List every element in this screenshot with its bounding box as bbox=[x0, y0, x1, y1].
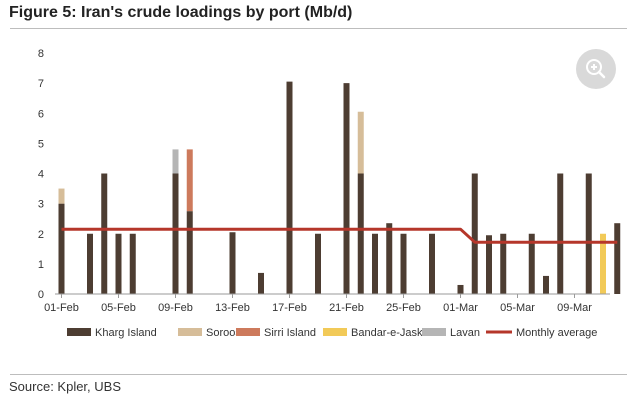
monthly-average-line bbox=[61, 227, 618, 244]
average-line bbox=[61, 227, 618, 244]
x-tick-label: 05-Mar bbox=[500, 302, 535, 314]
bar-kharg-island bbox=[585, 173, 592, 294]
bar-lavan bbox=[172, 149, 179, 174]
bar-kharg-island bbox=[58, 203, 65, 294]
source-note: Source: Kpler, UBS bbox=[9, 379, 121, 394]
bar-kharg-island bbox=[429, 233, 435, 294]
title-divider bbox=[10, 28, 627, 29]
bar-kharg-island bbox=[400, 233, 407, 294]
x-tick-label: 09-Mar bbox=[557, 302, 592, 314]
legend-label-lavan: Lavan bbox=[450, 327, 480, 339]
bar-kharg-island bbox=[172, 173, 179, 294]
bar-kharg-island bbox=[557, 173, 564, 294]
y-tick-label: 1 bbox=[38, 259, 44, 271]
bar-kharg-island bbox=[258, 272, 264, 294]
legend: Kharg Island Soroosh Sirri Island Bandar-e-… bbox=[67, 327, 597, 339]
x-tick-label: 09-Feb bbox=[158, 302, 193, 314]
y-axis: 0 1 2 3 4 5 6 7 8 bbox=[38, 48, 44, 301]
legend-swatch-soroosh bbox=[178, 328, 202, 336]
bar-kharg-island bbox=[471, 173, 478, 294]
bar-kharg-island bbox=[129, 233, 136, 294]
legend-swatch-kharg-island bbox=[67, 328, 91, 336]
chart: 0 1 2 3 4 5 6 7 8 01-Feb 05-Feb 09-Feb 13-Feb 17-Feb… bbox=[38, 48, 621, 339]
bar-kharg-island bbox=[614, 223, 621, 294]
y-tick-label: 8 bbox=[38, 48, 44, 60]
bar-kharg-island bbox=[315, 233, 321, 294]
zoom-in-icon bbox=[586, 59, 606, 79]
zoom-button[interactable] bbox=[576, 49, 616, 89]
legend-label-sirri-island: Sirri Island bbox=[264, 327, 316, 339]
bar-bandar-e-jask bbox=[600, 233, 606, 294]
bar-kharg-island bbox=[543, 275, 549, 294]
bar-kharg-island bbox=[386, 223, 393, 294]
bar-kharg-island bbox=[457, 284, 464, 294]
source-divider bbox=[10, 374, 627, 375]
bar-kharg-island bbox=[101, 173, 108, 294]
legend-swatch-lavan bbox=[422, 328, 446, 336]
y-tick-label: 7 bbox=[38, 78, 44, 90]
bar-soroosh bbox=[58, 188, 65, 204]
bar-kharg-island bbox=[372, 233, 378, 294]
legend-label-monthly-average: Monthly average bbox=[516, 327, 597, 339]
y-tick-label: 4 bbox=[38, 169, 44, 181]
bar-kharg-island bbox=[87, 233, 93, 294]
page-title: Figure 5: Iran's crude loadings by port … bbox=[9, 4, 353, 21]
bar-sirri-island bbox=[186, 149, 193, 212]
x-tick-label: 17-Feb bbox=[272, 302, 307, 314]
y-tick-label: 0 bbox=[38, 289, 44, 301]
bar-kharg-island bbox=[115, 233, 122, 294]
y-tick-label: 6 bbox=[38, 108, 44, 120]
x-tick-label: 01-Mar bbox=[443, 302, 478, 314]
legend-label-kharg-island: Kharg Island bbox=[95, 327, 157, 339]
y-tick-label: 3 bbox=[38, 199, 44, 211]
bar-kharg-island bbox=[528, 233, 535, 294]
bar-kharg-island bbox=[186, 211, 193, 294]
x-tick-label: 25-Feb bbox=[386, 302, 421, 314]
y-tick-label: 5 bbox=[38, 138, 44, 150]
x-tick-label: 21-Feb bbox=[329, 302, 364, 314]
bar-kharg-island bbox=[343, 83, 350, 294]
bar-kharg-island bbox=[486, 235, 492, 294]
bars bbox=[58, 81, 621, 295]
x-tick-label: 13-Feb bbox=[215, 302, 250, 314]
bar-kharg-island bbox=[229, 232, 236, 294]
bar-soroosh bbox=[357, 111, 364, 174]
legend-label-bandar-e-jask: Bandar-e-Jask bbox=[351, 327, 423, 339]
x-tick-label: 01-Feb bbox=[44, 302, 79, 314]
legend-swatch-bandar-e-jask bbox=[323, 328, 347, 336]
y-tick-label: 2 bbox=[38, 229, 44, 241]
bar-kharg-island bbox=[357, 173, 364, 294]
bar-kharg-island bbox=[286, 81, 293, 295]
legend-swatch-sirri-island bbox=[236, 328, 260, 336]
x-tick-label: 05-Feb bbox=[101, 302, 136, 314]
bar-kharg-island bbox=[500, 233, 507, 294]
x-axis: 01-Feb 05-Feb 09-Feb 13-Feb 17-Feb 21-Feb 25-F… bbox=[44, 294, 592, 314]
